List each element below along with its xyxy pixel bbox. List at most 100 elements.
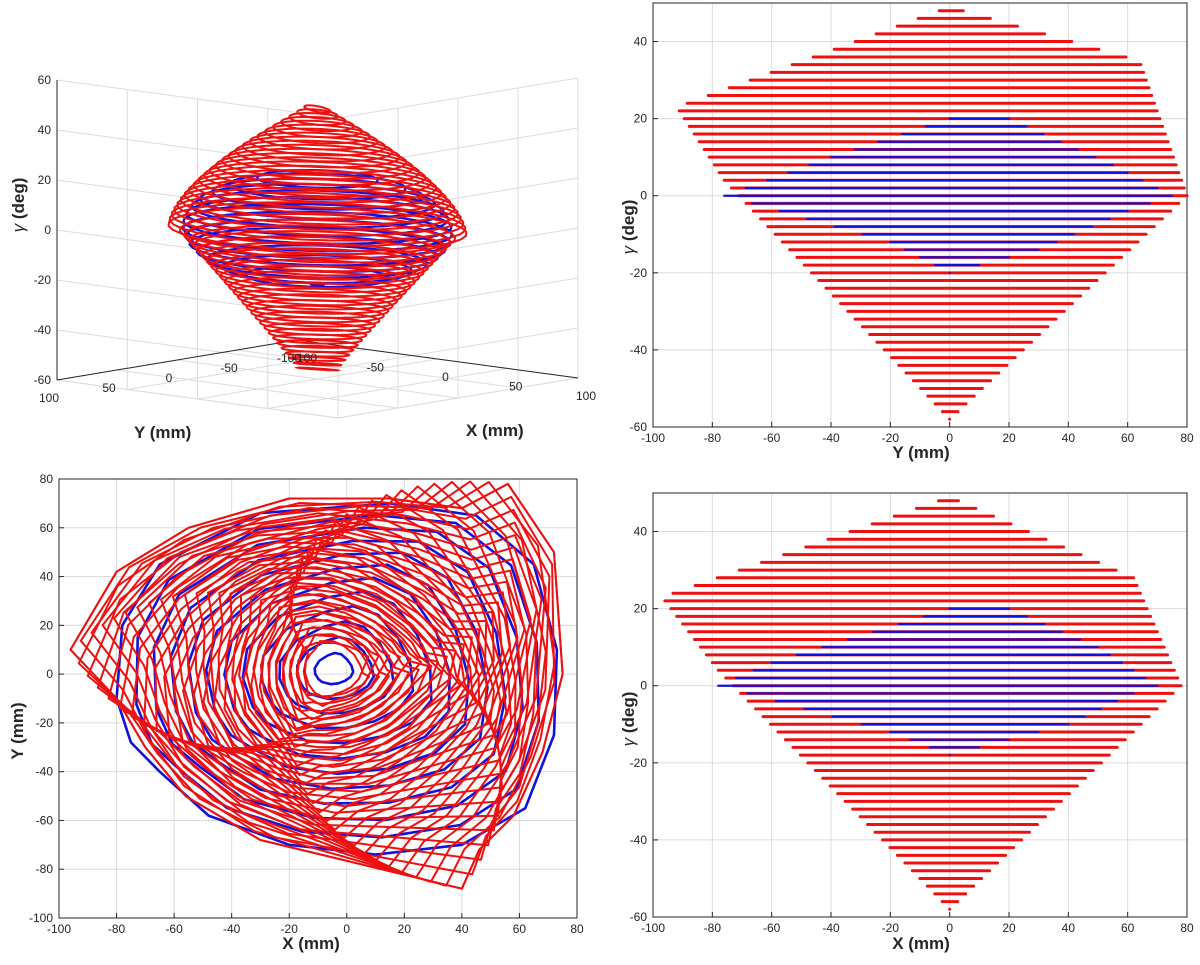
axes-box (652, 492, 1188, 918)
y-tick-label: -20 (36, 716, 54, 730)
x-tick-label: 20 (398, 922, 412, 936)
red-contour (202, 538, 485, 768)
red-contour (171, 545, 512, 839)
y-axis-line (56, 339, 298, 381)
y-tick-label: 20 (40, 618, 54, 632)
axes-box (652, 2, 1188, 428)
tick-labels-x-gamma: -100 -80 -60 -40 -20 0 20 40 60 80 -60 -40 -20 0 20 40 (630, 525, 1194, 935)
x-tick-label: -100 (293, 351, 317, 365)
red-contour (238, 581, 457, 777)
tick-labels-x-y: -100 -80 -60 -40 -20 0 20 40 60 80 -100 -80 -60 -40 -2… (29, 472, 584, 936)
x-tick-label: 80 (570, 922, 584, 936)
red-contour (192, 529, 491, 774)
red-contour (90, 506, 551, 883)
x-tick-label: -20 (882, 921, 900, 935)
x-axis-label-x-y: X (mm) (282, 934, 340, 953)
x-tick-label: -20 (882, 431, 900, 445)
red-ring (293, 366, 342, 372)
x-tick-label: -40 (223, 922, 241, 936)
y-tick-label: -40 (630, 343, 648, 357)
red-contour (113, 517, 543, 874)
red-contour (288, 626, 390, 713)
y-tick-label: 0 (640, 679, 647, 693)
y-tick-label: 20 (634, 112, 648, 126)
y-tick-label: 20 (634, 602, 648, 616)
x-tick-label: 40 (1062, 431, 1076, 445)
y-axis-label-x-y: Y (mm) (8, 702, 27, 759)
blue-contour (187, 551, 489, 791)
x-tick-label: -80 (108, 922, 126, 936)
red-contour (160, 541, 519, 847)
x-tick-label: -80 (704, 431, 722, 445)
x-tick-label: 80 (1180, 431, 1194, 445)
red-ring (214, 151, 421, 187)
red-contour (241, 576, 453, 744)
red-ring (288, 355, 347, 362)
floor-grid-y (116, 369, 399, 409)
x-tick-label: 20 (1002, 921, 1016, 935)
red-ring (183, 177, 452, 221)
y-tick-label: -60 (630, 910, 648, 924)
x-axis-label-x-gamma: X (mm) (892, 934, 950, 953)
red-contour (217, 566, 481, 805)
z-tick-label: 0 (44, 223, 51, 237)
y-tick-label: -100 (277, 351, 301, 365)
gamma-symbol: γ (9, 222, 28, 232)
x-tick-label: 0 (442, 370, 449, 384)
red-contour (295, 633, 380, 705)
floor-grid-y (236, 349, 519, 389)
z-unit: (deg) (9, 178, 28, 224)
x-tick-label: -60 (165, 922, 183, 936)
y-tick-label: 40 (40, 570, 54, 584)
red-contour (224, 572, 473, 795)
x-axis-label-3d: X (mm) (466, 421, 524, 440)
x-tick-label: -80 (704, 921, 722, 935)
red-contour (252, 592, 439, 758)
z-axis-label-3d: γ (deg) (9, 178, 28, 233)
y-tick-label: 40 (634, 35, 648, 49)
red-contour (303, 641, 370, 700)
y-tick-label: -60 (630, 420, 648, 434)
x-tick-label: 0 (946, 431, 953, 445)
x-tick-label: 60 (1121, 921, 1135, 935)
floor-grid-y (176, 359, 459, 399)
back-wall-grid-z (56, 379, 339, 419)
red-ring (267, 327, 368, 341)
y-tick-label: 60 (40, 521, 54, 535)
red-contour (143, 494, 513, 808)
x-tick-label: 80 (1180, 921, 1194, 935)
back-wall-grid-z (56, 329, 339, 369)
red-contour (213, 547, 478, 762)
x-tick-label: -100 (47, 922, 71, 936)
blue-contour (313, 651, 355, 686)
tick-labels-y-gamma: -100 -80 -60 -40 -20 0 20 40 60 80 -60 -40 -20 0 20 40 (630, 35, 1194, 445)
z-tick-label: 40 (38, 123, 52, 137)
x-axis-line (296, 339, 579, 379)
y-unit: (deg) (619, 692, 638, 738)
z-tick-label: 20 (38, 173, 52, 187)
red-contour (163, 506, 502, 793)
red-contour (183, 550, 504, 831)
x-tick-label: 0 (343, 922, 350, 936)
red-contour (124, 523, 538, 868)
z-tick-label: 60 (38, 73, 52, 87)
z-tick-label: -60 (34, 373, 52, 387)
gamma-symbol: γ (619, 736, 638, 746)
red-ring (303, 104, 332, 114)
red-ring (250, 304, 385, 324)
y-tick-label: 40 (634, 525, 648, 539)
y-tick-label: 0 (46, 667, 53, 681)
side-wall-grid-z (337, 77, 579, 119)
panel-3d-trajectory: -100 -50 0 50 100 -100 -50 0 50 100 -60 -40 -20 0 20 40… (9, 73, 596, 442)
x-tick-label: 50 (509, 380, 523, 394)
y-axis-label-y-gamma: γ (deg) (619, 200, 638, 255)
red-ring (275, 339, 360, 349)
red-ring (178, 212, 457, 256)
blue-workspace-y-gamma (723, 117, 1174, 274)
z-tick-label: -20 (34, 273, 52, 287)
axes-box (58, 478, 578, 919)
panel-x-y: -100 -80 -60 -40 -20 0 20 40 60 80 -100 -80 -60 -40 -2… (8, 472, 584, 953)
x-tick-label: 60 (513, 922, 527, 936)
red-contour (195, 555, 495, 823)
